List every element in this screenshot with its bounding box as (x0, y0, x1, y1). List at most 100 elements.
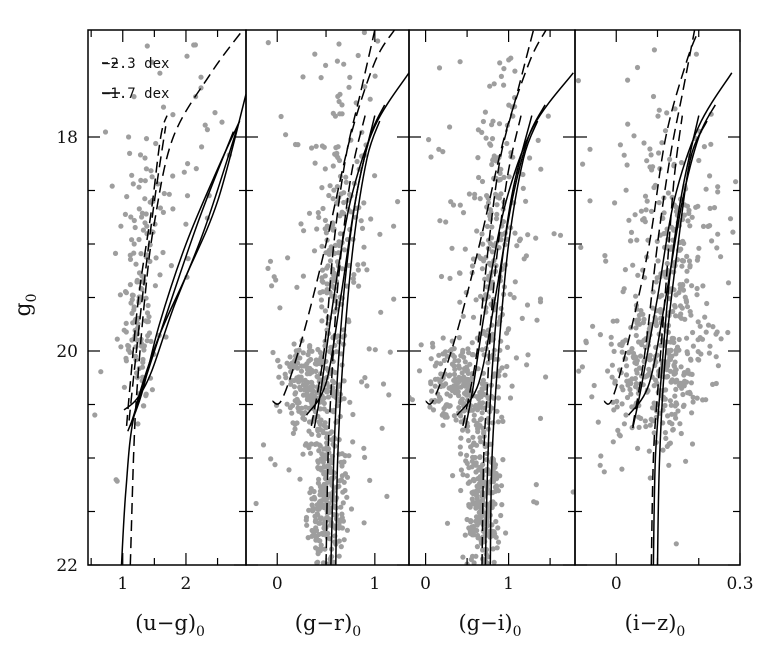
scatter-point (377, 231, 383, 237)
scatter-point (512, 279, 518, 285)
x-axis-title-i-z: (i−z)0 (625, 611, 686, 640)
scatter-point (145, 302, 151, 309)
scatter-point (495, 384, 501, 390)
scatter-point (161, 190, 167, 197)
scatter-point (493, 518, 499, 525)
scatter-point (284, 401, 290, 407)
scatter-point (272, 462, 278, 468)
scatter-point (456, 374, 462, 380)
scatter-point (358, 218, 364, 224)
scatter-point (683, 379, 690, 385)
scatter-point (650, 305, 656, 311)
scatter-point (316, 537, 322, 544)
scatter-point (440, 335, 446, 341)
scatter-point (478, 540, 484, 546)
scatter-point (130, 181, 136, 187)
scatter-point (543, 374, 549, 380)
scatter-point (634, 317, 640, 324)
scatter-point (497, 170, 503, 176)
scatter-point (524, 362, 530, 368)
scatter-point (339, 266, 345, 272)
scatter-point (473, 514, 480, 520)
scatter-point (487, 207, 493, 213)
scatter-point (715, 189, 721, 195)
scatter-point (391, 223, 397, 229)
scatter-point (680, 281, 686, 288)
scatter-point (627, 386, 633, 393)
scatter-point (148, 168, 154, 174)
scatter-point (443, 381, 449, 387)
scatter-point (462, 246, 468, 252)
scatter-point (292, 426, 298, 432)
scatter-point (464, 452, 470, 458)
scatter-point (315, 480, 321, 486)
scatter-point (673, 386, 679, 392)
scatter-point (341, 537, 347, 543)
scatter-point (323, 62, 329, 68)
scatter-point (654, 238, 660, 244)
scatter-point (309, 369, 315, 375)
scatter-point (313, 143, 319, 149)
scatter-point (685, 218, 691, 224)
scatter-point (129, 292, 135, 298)
scatter-point (265, 40, 271, 46)
scatter-point (476, 509, 482, 516)
scatter-point (458, 435, 464, 441)
isochrone-dashed-0 (425, 30, 547, 405)
scatter-point (683, 458, 689, 464)
scatter-point (321, 521, 327, 527)
scatter-point (495, 419, 501, 425)
scatter-point (620, 387, 626, 393)
scatter-point (614, 318, 620, 324)
scatter-point (314, 441, 320, 447)
scatter-point (341, 61, 347, 67)
scatter-point (132, 353, 139, 359)
scatter-point (662, 402, 668, 409)
scatter-point (298, 221, 304, 227)
scatter-point (629, 404, 635, 410)
scatter-point (695, 356, 701, 362)
isochrone-dashed-2 (481, 115, 522, 565)
scatter-point (457, 59, 463, 65)
scatter-point (270, 349, 276, 356)
scatter-point (482, 109, 488, 115)
scatter-point (338, 544, 344, 550)
isochrone-solid-3 (313, 72, 409, 429)
scatter-point (473, 469, 479, 475)
scatter-point (629, 346, 635, 352)
scatter-point (290, 430, 296, 436)
x-axis-title-u-g: (u−g)0 (135, 611, 205, 640)
scatter-point (319, 267, 326, 273)
scatter-point (619, 466, 625, 472)
isochrone-dashed-0 (603, 30, 700, 405)
scatter-point (477, 435, 483, 441)
scatter-point (314, 390, 321, 396)
scatter-point (718, 254, 724, 260)
scatter-point (322, 452, 328, 458)
scatter-point (303, 441, 309, 447)
scatter-point (320, 205, 326, 212)
scatter-point (462, 359, 468, 365)
scatter-point (147, 199, 153, 205)
scatter-point (680, 238, 686, 244)
scatter-point (286, 467, 292, 473)
legend: −2.3 dex −1.7 dex (102, 56, 169, 102)
scatter-point (525, 232, 531, 238)
scatter-point (656, 150, 662, 156)
scatter-point (485, 200, 492, 206)
scatter-point (665, 245, 672, 252)
scatter-point (705, 322, 712, 328)
scatter-point (356, 283, 362, 289)
x-axis-title-sub: 0 (676, 624, 685, 640)
scatter-point (672, 359, 678, 365)
scatter-point (678, 364, 684, 370)
scatter-point (297, 384, 303, 390)
scatter-point (123, 355, 129, 361)
scatter-point (466, 502, 472, 508)
x-axis-title-main: (i−z) (625, 611, 677, 635)
scatter-point (428, 356, 434, 362)
scatter-point (319, 143, 325, 149)
scatter-point (452, 390, 458, 396)
scatter-point (484, 223, 490, 229)
scatter-point (482, 276, 488, 282)
